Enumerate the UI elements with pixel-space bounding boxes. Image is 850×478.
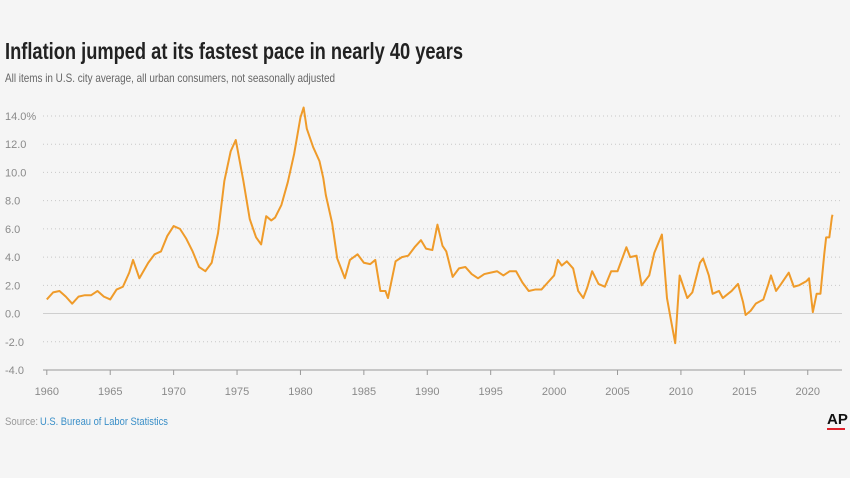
y-tick-label: 2.0	[5, 280, 20, 292]
x-tick-label: 1970	[161, 386, 185, 398]
x-tick-label: 2015	[732, 386, 756, 398]
x-tick-label: 2010	[669, 386, 693, 398]
chart-title: Inflation jumped at its fastest pace in …	[5, 38, 463, 64]
source-label: Source:	[5, 416, 38, 428]
x-tick-label: 2005	[605, 386, 629, 398]
source: U.S. Bureau of Labor Statistics	[40, 416, 168, 428]
x-tick-label: 1980	[288, 386, 312, 398]
x-tick-label: 1990	[415, 386, 439, 398]
x-tick-label: 1960	[35, 386, 59, 398]
chart-subtitle: All items in U.S. city average, all urba…	[5, 71, 335, 85]
y-tick-label: 10.0	[5, 167, 26, 179]
y-tick-label: -4.0	[5, 365, 24, 377]
x-tick-label: 1965	[98, 386, 122, 398]
logo-underline	[827, 428, 845, 430]
x-tick-label: 1995	[478, 386, 502, 398]
y-tick-label: 0.0	[5, 309, 20, 321]
y-tick-label: 6.0	[5, 224, 20, 236]
y-tick-label: 12.0	[5, 139, 26, 151]
logo: AP	[827, 411, 848, 428]
y-tick-label: 8.0	[5, 196, 20, 208]
x-tick-label: 1985	[352, 386, 376, 398]
y-tick-label: 4.0	[5, 252, 20, 264]
x-tick-label: 2000	[542, 386, 566, 398]
line	[46, 106, 834, 345]
x-tick-label: 2020	[796, 386, 820, 398]
y-tick-label: 14.0%	[5, 111, 36, 123]
y-tick-label: -2.0	[5, 337, 24, 349]
x-tick-label: 1975	[225, 386, 249, 398]
